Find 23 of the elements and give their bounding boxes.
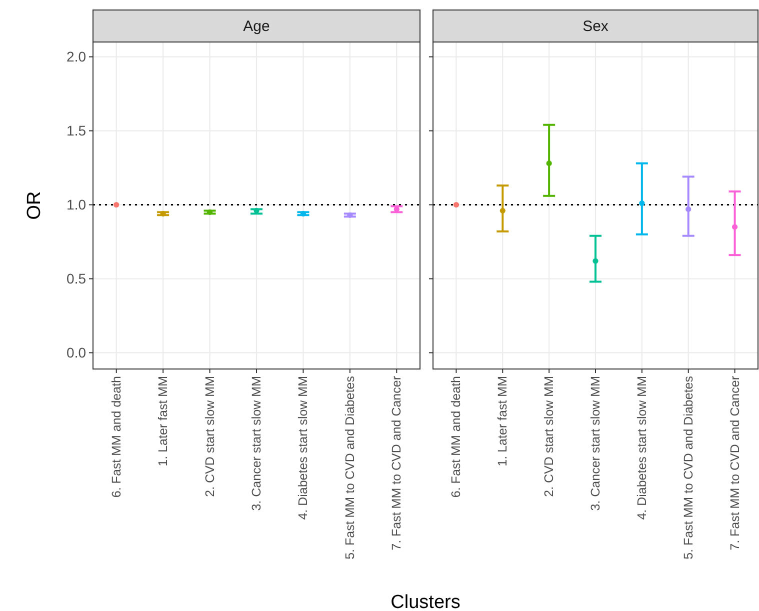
y-axis-title: OR bbox=[24, 191, 45, 220]
x-tick-label: 4. Diabetes start slow MM bbox=[634, 376, 649, 520]
x-tick-label: 5. Fast MM to CVD and Diabetes bbox=[342, 376, 357, 560]
x-tick-label: 1. Later fast MM bbox=[496, 376, 510, 466]
y-tick-label: 1.5 bbox=[66, 122, 86, 139]
x-axis-title: Clusters bbox=[390, 592, 460, 611]
y-tick-label: 0.5 bbox=[66, 270, 86, 287]
x-tick-label: 3. Cancer start slow MM bbox=[588, 376, 602, 511]
x-tick-label: 6. Fast MM and death bbox=[109, 376, 124, 498]
x-tick-label: 6. Fast MM and death bbox=[449, 376, 464, 498]
x-tick-label: 4. Diabetes start slow MM bbox=[296, 376, 310, 520]
y-tick-label: 2.0 bbox=[66, 48, 86, 65]
x-tick-label: 2. CVD start slow MM bbox=[542, 376, 556, 497]
y-tick-label: 1.0 bbox=[66, 196, 86, 213]
x-tick-label: 7. Fast MM to CVD and Cancer bbox=[728, 376, 742, 550]
x-tick-label: 7. Fast MM to CVD and Cancer bbox=[390, 376, 404, 550]
chart-title: Sex bbox=[582, 18, 609, 35]
x-tick-label: 5. Fast MM to CVD and Diabetes bbox=[681, 376, 696, 560]
x-tick-label: 2. CVD start slow MM bbox=[202, 376, 217, 497]
y-tick-label: 0.0 bbox=[66, 344, 86, 361]
x-tick-label: 3. Cancer start slow MM bbox=[250, 376, 264, 511]
x-tick-label: 1. Later fast MM bbox=[156, 376, 170, 466]
chart-title: Age bbox=[243, 18, 270, 35]
